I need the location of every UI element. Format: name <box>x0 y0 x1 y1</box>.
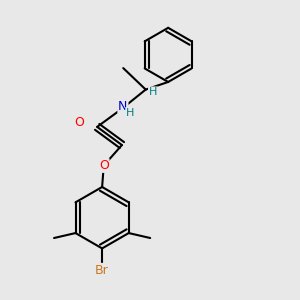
Text: N: N <box>118 100 128 113</box>
Text: Br: Br <box>95 264 109 277</box>
Text: H: H <box>126 108 134 118</box>
Text: O: O <box>75 116 85 129</box>
Text: O: O <box>99 159 109 172</box>
Text: H: H <box>149 87 157 97</box>
